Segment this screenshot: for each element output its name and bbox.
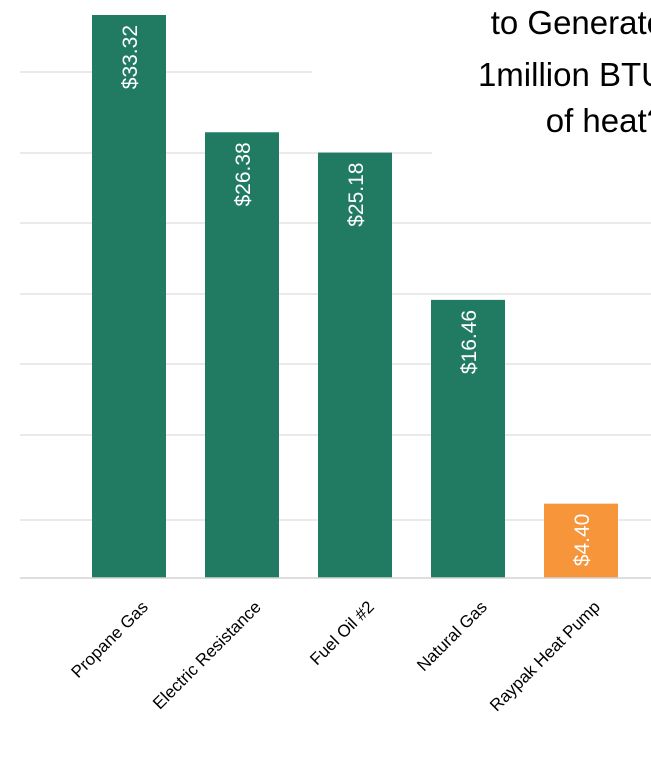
title-line-1: 1million BTU [478,56,651,93]
title-line-0: to Generate [491,4,651,41]
title-line-2: of heat? [546,102,651,139]
bar-0 [92,15,166,578]
x-tick-label-1: Electric Resistance [149,597,265,713]
bar-value-label-3: $16.46 [458,310,481,374]
x-tick-label-2: Fuel Oil #2 [306,597,378,669]
chart-title: to Generate 1million BTU of heat? [478,4,651,139]
bar-2 [318,152,392,578]
bars: $33.32 $26.38 $25.18 $16.46 $4.40 [92,15,618,579]
bar-4 [544,503,618,578]
bar-3 [431,299,505,578]
x-tick-label-0: Propane Gas [68,597,152,681]
bar-value-label-4: $4.40 [571,514,594,567]
x-tick-label-4: Raypak Heat Pump [486,597,604,715]
x-tick-label-3: Natural Gas [413,597,491,675]
bar-value-label-2: $25.18 [345,163,368,227]
bar-1 [205,132,279,579]
bar-value-label-1: $26.38 [232,142,255,206]
bar-value-label-0: $33.32 [119,25,142,89]
